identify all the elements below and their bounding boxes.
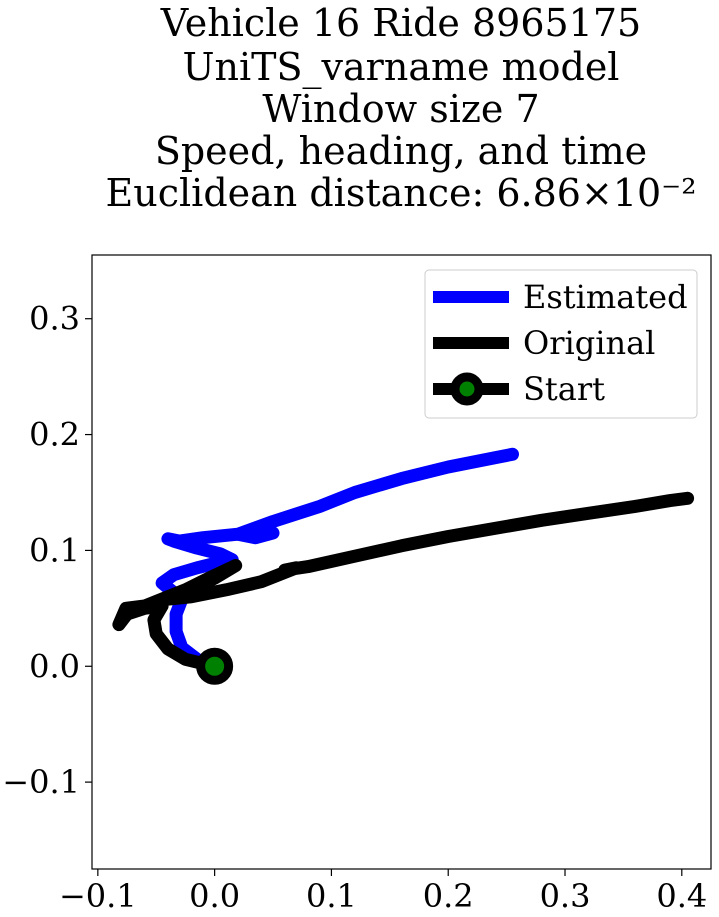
legend-label-original: Original (523, 324, 655, 362)
chart-series-layer (112, 447, 695, 685)
x-tick-label: 0.1 (306, 877, 357, 915)
series-line-original (112, 491, 695, 673)
y-tick-label: 0.1 (29, 531, 80, 569)
legend-label-start: Start (523, 370, 605, 408)
chart-legend: Estimated Original Start (424, 269, 698, 419)
chart-title-line: Speed, heading, and time (155, 129, 647, 173)
plot-frame (91, 254, 712, 870)
chart-axes: −0.1 0.0 0.1 0.2 0.3 0.4 −0.1 0.0 0.1 0.2 0.3 (2, 254, 712, 915)
x-tick-label: 0.4 (656, 877, 707, 915)
x-tick-label: 0.0 (189, 877, 240, 915)
start-marker (196, 647, 234, 685)
chart-title-line: Euclidean distance: 6.86×10⁻² (106, 171, 697, 215)
legend-start-marker (450, 372, 484, 406)
x-tick-label: 0.2 (423, 877, 474, 915)
chart-title-line: Vehicle 16 Ride 8965175 (160, 1, 641, 45)
legend-box (424, 269, 698, 419)
y-tick-label: 0.2 (29, 416, 80, 454)
x-tick-label: −0.1 (59, 877, 137, 915)
y-tick-label: 0.0 (29, 647, 80, 685)
y-tick-label: −0.1 (2, 763, 80, 801)
chart-title-line: UniTS_varname model (183, 45, 620, 90)
legend-label-estimated: Estimated (523, 278, 688, 316)
x-tick-label: 0.3 (540, 877, 591, 915)
y-tick-label: 0.3 (29, 300, 80, 338)
chart-title-line: Window size 7 (262, 87, 539, 131)
